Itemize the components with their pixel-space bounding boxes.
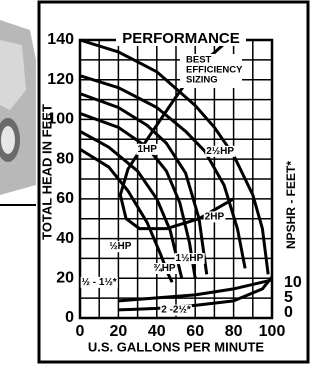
x-tick-label: 40 <box>148 323 166 340</box>
y-tick-label: 120 <box>47 71 74 88</box>
series-label: 2HP <box>205 211 225 222</box>
x-axis-label: U.S. GALLONS PER MINUTE <box>88 339 265 354</box>
y2-tick-label: 0 <box>284 304 293 321</box>
y2-tick-label: 5 <box>284 289 293 306</box>
y-tick-label: 60 <box>56 190 74 207</box>
series-label: 2 -2½* <box>161 305 191 316</box>
y-tick-label: 20 <box>56 270 74 287</box>
series-label: ¾HP <box>153 263 176 274</box>
x-tick-label: 20 <box>110 323 128 340</box>
annotation: SIZING <box>186 75 218 86</box>
chart: PERFORMANCE BEST EFFICIENCY SIZING TOTAL… <box>0 0 310 368</box>
y-tick-label: 0 <box>65 309 74 326</box>
x-tick-label: 80 <box>225 323 243 340</box>
x-tick-label: 60 <box>186 323 204 340</box>
series-label: 1½HP <box>176 253 204 264</box>
y-tick-label: 100 <box>47 111 74 128</box>
y-tick-label: 80 <box>56 150 74 167</box>
y-tick-label: 140 <box>47 31 74 48</box>
series-label: ½HP <box>109 241 132 252</box>
y-tick-label: 40 <box>56 230 74 247</box>
chart-title: PERFORMANCE <box>122 30 240 47</box>
series-label: 1HP <box>137 144 157 155</box>
y2-axis-label: NPSHR - FEET* <box>284 161 298 249</box>
series-label: 2½HP <box>206 146 234 157</box>
x-tick-label: 100 <box>259 323 286 340</box>
series-label: ½ - 1½* <box>82 277 117 288</box>
pump-photo <box>0 20 36 205</box>
y2-tick-label: 10 <box>284 274 302 291</box>
x-tick-label: 0 <box>76 323 85 340</box>
